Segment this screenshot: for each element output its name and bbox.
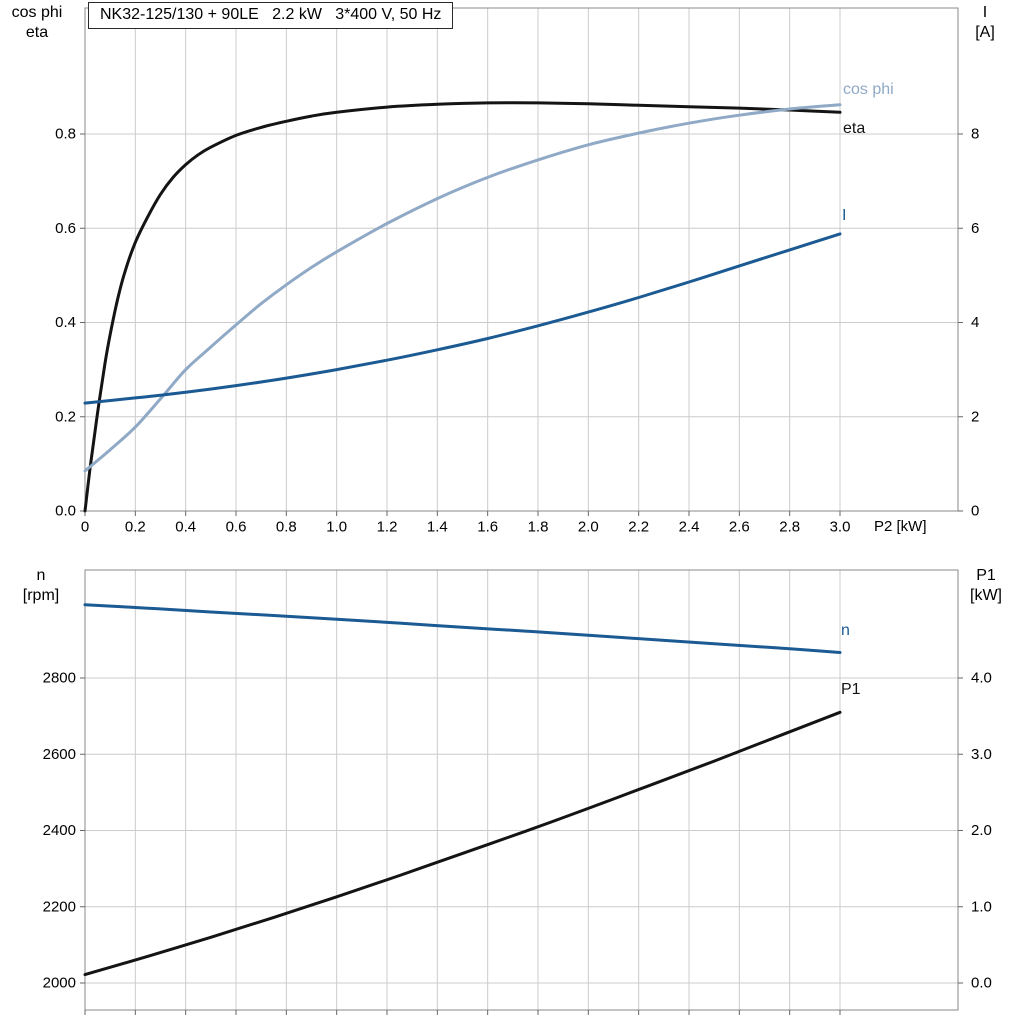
right-tick-label: 1.0 bbox=[971, 898, 992, 915]
chart-1: 2000 2200 2400 2600 2800 0.0 1.0 2.0 3.0 4.0 bbox=[43, 569, 992, 1015]
left-tick-label: 0.4 bbox=[55, 314, 76, 331]
curve-label-eta: eta bbox=[843, 120, 866, 137]
x-tick-label: 0.8 bbox=[276, 519, 297, 536]
curve-label-speed: n bbox=[841, 622, 850, 639]
axis-title-speed-unit: [rpm] bbox=[22, 587, 60, 604]
curve-label-current: I bbox=[842, 207, 847, 224]
curve-p1 bbox=[83, 710, 842, 977]
plot-frame bbox=[84, 569, 959, 1011]
right-tick-label: 2 bbox=[971, 408, 979, 425]
x-tick-label: 1.6 bbox=[477, 519, 498, 536]
chart-title: NK32-125/130 + 90LE 2.2 kW 3*400 V, 50 H… bbox=[88, 2, 454, 29]
left-tick-label: 2600 bbox=[43, 746, 76, 763]
left-tick-label: 2800 bbox=[43, 670, 76, 687]
x-tick-label: 3.0 bbox=[830, 519, 851, 536]
right-tick-label: 0 bbox=[971, 503, 979, 520]
left-tick-label: 0.6 bbox=[55, 220, 76, 237]
right-tick-label: 3.0 bbox=[971, 746, 992, 763]
axis-title-current: I bbox=[982, 4, 988, 21]
left-tick-label: 2200 bbox=[43, 898, 76, 915]
x-tick-label: 1.4 bbox=[427, 519, 448, 536]
axis-title-power-unit: [kW] bbox=[970, 587, 1002, 604]
axis-title-speed: n bbox=[36, 567, 46, 584]
right-tick-label: 0.0 bbox=[971, 975, 992, 992]
x-tick-label: 2.6 bbox=[729, 519, 750, 536]
top-right-axis-title: I [A] bbox=[962, 3, 1008, 43]
x-tick-label: 0.6 bbox=[226, 519, 247, 536]
plot-frame bbox=[84, 7, 959, 512]
curve-label-cos-phi: cos phi bbox=[843, 81, 894, 98]
curve-label-power: P1 bbox=[841, 681, 861, 698]
top-left-axis-title: cos phi eta bbox=[4, 3, 70, 43]
bottom-left-axis-title: n [rpm] bbox=[10, 566, 72, 606]
axis-title-current-unit: [A] bbox=[975, 24, 995, 41]
right-tick-label: 4.0 bbox=[971, 670, 992, 687]
left-tick-label: 0.0 bbox=[55, 503, 76, 520]
curve-i bbox=[83, 232, 842, 405]
left-tick-label: 2400 bbox=[43, 822, 76, 839]
x-tick-label: 2.2 bbox=[628, 519, 649, 536]
x-tick-label: 0.2 bbox=[125, 519, 146, 536]
left-tick-label: 2000 bbox=[43, 975, 76, 992]
x-tick-label: 0 bbox=[81, 519, 89, 536]
right-tick-label: 6 bbox=[971, 220, 979, 237]
right-tick-label: 8 bbox=[971, 126, 979, 143]
curve-eta bbox=[83, 101, 842, 513]
x-tick-label: 2.4 bbox=[679, 519, 700, 536]
left-tick-label: 0.8 bbox=[55, 126, 76, 143]
x-tick-label: 0.4 bbox=[175, 519, 196, 536]
x-tick-label: 1.8 bbox=[528, 519, 549, 536]
bottom-right-axis-title: P1 [kW] bbox=[960, 566, 1012, 606]
axis-title-power: P1 bbox=[976, 567, 996, 584]
axis-title-eta: eta bbox=[25, 24, 49, 41]
chart-0: 0 0.2 0.4 0.6 0.8 1.0 1.2 1.4 1.6 1.8 2.0 2.2 2.4 2.6… bbox=[55, 7, 979, 536]
x-tick-label: 1.0 bbox=[326, 519, 347, 536]
x-tick-label: 2.8 bbox=[779, 519, 800, 536]
x-tick-label: 1.2 bbox=[377, 519, 398, 536]
curve-n bbox=[83, 603, 842, 654]
axis-title-cos-phi: cos phi bbox=[11, 4, 63, 21]
right-tick-label: 2.0 bbox=[971, 822, 992, 839]
x-axis-title: P2 [kW] bbox=[874, 518, 927, 535]
right-tick-label: 4 bbox=[971, 314, 979, 331]
curve-cos-phi bbox=[83, 103, 842, 473]
x-tick-label: 2.0 bbox=[578, 519, 599, 536]
left-tick-label: 0.2 bbox=[55, 408, 76, 425]
